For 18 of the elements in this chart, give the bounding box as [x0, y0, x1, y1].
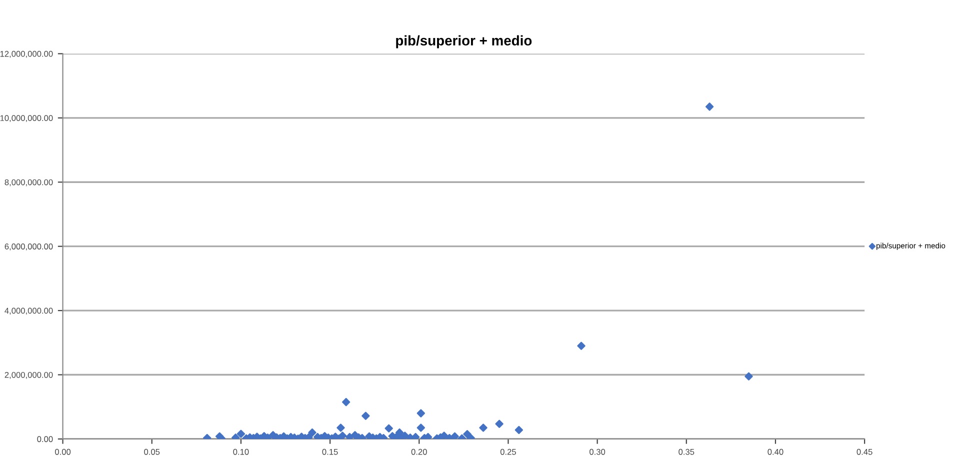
x-tick-label: 0.05	[144, 448, 160, 455]
x-tick-label: 0.10	[233, 448, 249, 455]
y-tick-label: 0.00	[37, 436, 53, 442]
x-tick-label: 0.25	[500, 448, 516, 455]
y-tick-label: 4,000,000.00	[4, 308, 53, 315]
x-tick-label: 0.15	[322, 448, 338, 455]
x-tick-label: 0.40	[768, 448, 784, 455]
x-tick-label: 0.20	[411, 448, 427, 455]
y-tick-label: 6,000,000.00	[4, 244, 53, 250]
y-tick-label: 2,000,000.00	[4, 372, 53, 379]
y-tick-label: 8,000,000.00	[4, 179, 53, 186]
x-tick-label: 0.00	[55, 448, 71, 455]
x-tick-label: 0.35	[678, 448, 694, 455]
chart-title: pib/superior + medio	[396, 35, 532, 48]
x-tick-label: 0.45	[856, 448, 872, 455]
x-tick-label: 0.30	[590, 448, 606, 455]
y-tick-label: 10,000,000.00	[0, 115, 53, 122]
y-tick-label: 12,000,000.00	[0, 50, 53, 58]
